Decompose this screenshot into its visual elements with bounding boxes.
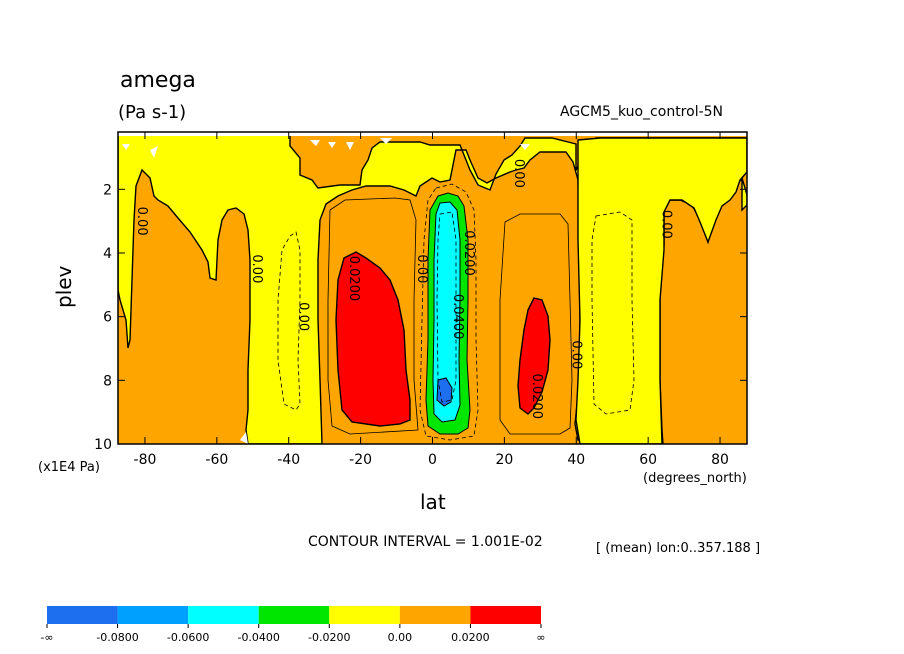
x-tick-label: -60 — [205, 452, 228, 468]
contour-label: 0.00 — [249, 254, 264, 283]
colorbar-bin — [399, 606, 471, 624]
contour-label: 0.00 — [296, 302, 311, 331]
y-tick-label: 2 — [103, 182, 112, 198]
x-axis-label: lat — [420, 490, 446, 514]
chart-title: amega — [120, 68, 196, 93]
colorbar-bin — [47, 606, 118, 624]
contour-fill-negative-right — [575, 137, 747, 444]
y-tick-label: 8 — [103, 373, 112, 389]
contour-label: 0.0200 — [461, 230, 476, 276]
filled-contours — [118, 132, 747, 444]
contour-line-left — [327, 197, 419, 435]
x-tick-label: 0 — [428, 452, 437, 468]
y-tick-label: 10 — [94, 437, 112, 453]
contour-label: 0.00 — [659, 210, 674, 239]
colorbar-tick-label: ∞ — [536, 631, 545, 644]
contour-fill-red-right — [517, 297, 551, 415]
colorbar-bin — [470, 606, 541, 624]
y-axis-label: plev — [52, 265, 76, 308]
x-tick-label: 20 — [495, 452, 513, 468]
contour-label: 0.00 — [569, 340, 584, 369]
colorbar-tick-label: -∞ — [40, 631, 53, 644]
colorbar-tick-label: -0.0600 — [167, 631, 209, 644]
colorbar-tick-label: -0.0800 — [96, 631, 138, 644]
contour-label: 0.0400 — [450, 294, 465, 340]
colorbar-tick-label: -0.0200 — [308, 631, 350, 644]
contour-label: 0.00 — [134, 207, 149, 236]
contour-dash-west — [277, 231, 301, 411]
contour-label: 0.0200 — [346, 256, 361, 302]
x-axis-ticks: -80 -60 -40 -20 0 20 40 60 80 — [134, 132, 729, 468]
colorbar-bin — [117, 606, 189, 624]
colorbar-tick-label: 0.00 — [388, 631, 413, 644]
x-tick-label: -80 — [134, 452, 157, 468]
colorbar-tick-label: -0.0400 — [237, 631, 279, 644]
x-tick-label: 80 — [711, 452, 729, 468]
contour-line-right — [499, 213, 573, 435]
contour-label: 0.00 — [511, 159, 526, 188]
y-axis-ticks: 2 4 6 8 10 — [94, 182, 747, 453]
chart-units: (Pa s-1) — [118, 102, 187, 123]
y-tick-label: 4 — [103, 246, 112, 262]
contour-label: 0.00 — [414, 254, 429, 283]
contour-dash-center — [419, 183, 479, 441]
colorbar-bin — [329, 606, 400, 624]
colorbar-tick-label: 0.0200 — [451, 631, 490, 644]
x-tick-label: 60 — [639, 452, 657, 468]
contour-dash-east — [591, 211, 635, 415]
x-tick-label: -40 — [277, 452, 300, 468]
contour-interval: CONTOUR INTERVAL = 1.001E-02 — [308, 534, 543, 550]
x-axis-units: (degrees_north) — [643, 471, 747, 486]
y-axis-units: (x1E4 Pa) — [38, 460, 100, 475]
colorbar: -∞ -0.0800 -0.0600 -0.0400 -0.0200 0.00 0.0200… — [40, 606, 546, 644]
mean-note: [ (mean) lon:0..357.188 ] — [596, 541, 761, 556]
run-label: AGCM5_kuo_control-5N — [560, 104, 724, 120]
contour-fill-red-left — [335, 251, 411, 427]
contour-label: 0.0200 — [529, 373, 544, 419]
y-tick-label: 6 — [103, 310, 112, 326]
colorbar-bin — [188, 606, 259, 624]
contour-labels: 0.00 0.00 0.00 0.0200 0.00 0.0200 0.0400 0.00 0.… — [134, 159, 674, 419]
contour-fill-cyan — [432, 201, 461, 423]
colorbar-bin — [258, 606, 330, 624]
contour-dash-inner — [436, 211, 457, 403]
x-tick-label: -20 — [349, 452, 372, 468]
contour-fill-blue — [436, 377, 453, 407]
x-tick-label: 40 — [567, 452, 585, 468]
